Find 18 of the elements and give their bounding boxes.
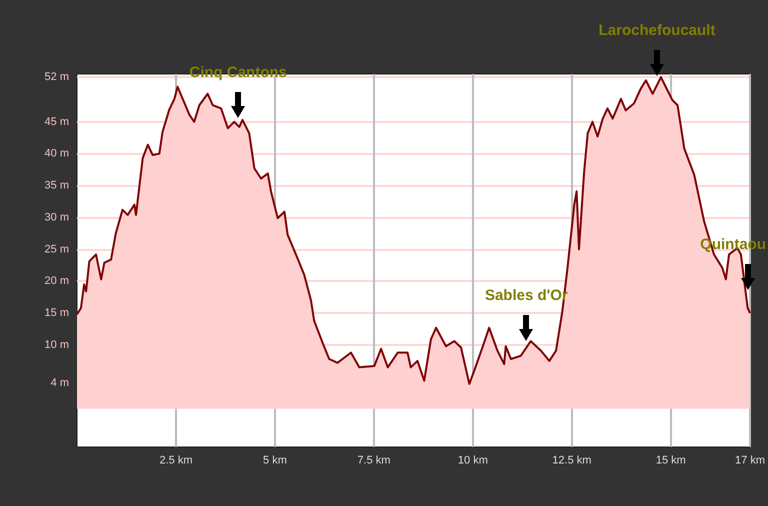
y-tick-label: 52 m bbox=[44, 71, 69, 84]
y-tick-label: 4 m bbox=[50, 377, 69, 390]
y-tick-label: 15 m bbox=[44, 307, 69, 320]
y-tick-label: 45 m bbox=[44, 116, 69, 128]
x-tick-label: 10 km bbox=[458, 454, 488, 466]
x-tick-label: 5 km bbox=[263, 454, 287, 466]
x-tick-label: 12.5 km bbox=[552, 454, 592, 466]
y-tick-label: 10 m bbox=[44, 338, 69, 351]
y-tick-label: 40 m bbox=[44, 148, 69, 160]
x-tick-label: 7.5 km bbox=[357, 454, 390, 466]
y-tick-label: 25 m bbox=[44, 243, 69, 256]
y-tick-label: 20 m bbox=[44, 275, 69, 288]
x-tick-label: 17 km bbox=[735, 454, 766, 466]
y-tick-label: 35 m bbox=[44, 180, 69, 192]
x-tick-label: 2.5 km bbox=[159, 454, 192, 466]
y-tick-label: 30 m bbox=[44, 211, 69, 224]
annotation: Larochefoucault bbox=[598, 22, 716, 40]
x-tick-label: 15 km bbox=[656, 454, 686, 466]
